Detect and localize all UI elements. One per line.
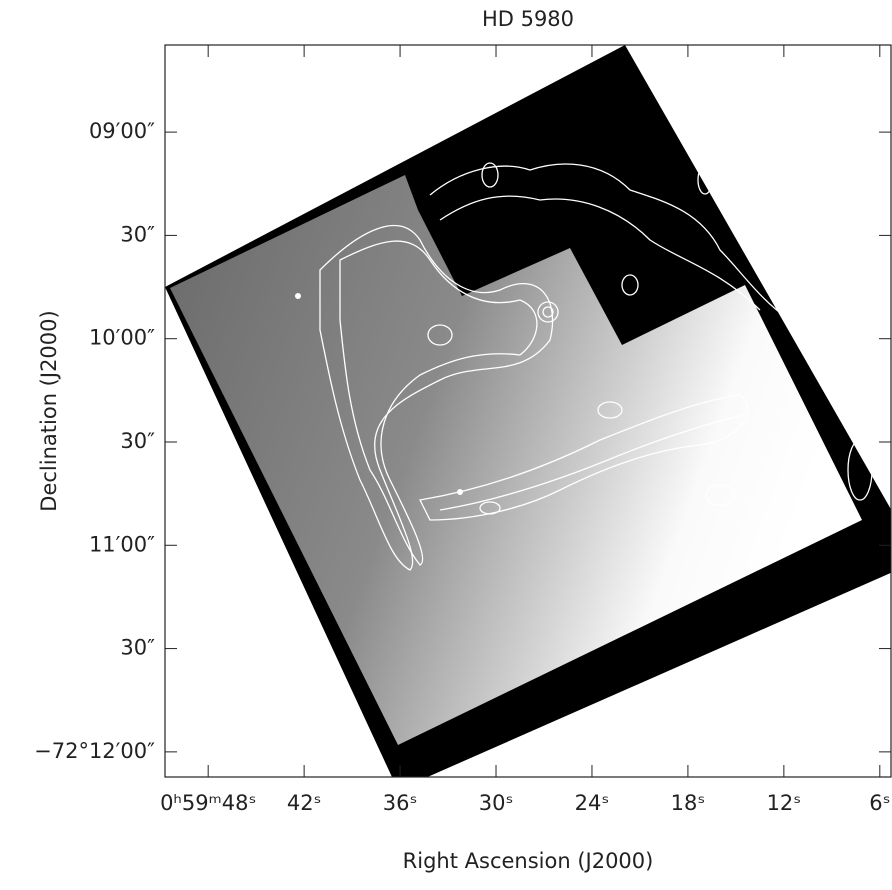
image-mosaic (170, 175, 862, 745)
contours (319, 119, 873, 571)
x-tick-label: 30ˢ (479, 791, 514, 815)
x-tick-label: 24ˢ (575, 791, 610, 815)
x-tick-label: 12ˢ (767, 791, 802, 815)
frame (164, 44, 892, 778)
y-tick-label: 30″ (120, 429, 155, 453)
x-axis-label: Right Ascension (J2000) (403, 849, 654, 873)
y-tick-label: 30″ (120, 636, 155, 660)
y-tick-label: 10′00″ (89, 326, 155, 350)
x-tick-label: 42ˢ (287, 791, 322, 815)
x-tick-label: 0ʰ59ᵐ48ˢ (160, 791, 256, 815)
y-tick-label: −72°12′00″ (34, 739, 155, 763)
star (457, 489, 463, 495)
image (165, 45, 891, 777)
x-tick-label: 6ˢ (869, 791, 890, 815)
y-tick-label: 30″ (120, 222, 155, 246)
y-axis-label: Declination (J2000) (37, 310, 61, 511)
chart-title: HD 5980 (482, 7, 574, 31)
y-tick-label: 09′00″ (89, 119, 155, 143)
x-tick-label: 36ˢ (383, 791, 418, 815)
y-tick-label: 11′00″ (89, 532, 155, 556)
x-tick-label: 18ˢ (671, 791, 706, 815)
star (295, 293, 301, 299)
